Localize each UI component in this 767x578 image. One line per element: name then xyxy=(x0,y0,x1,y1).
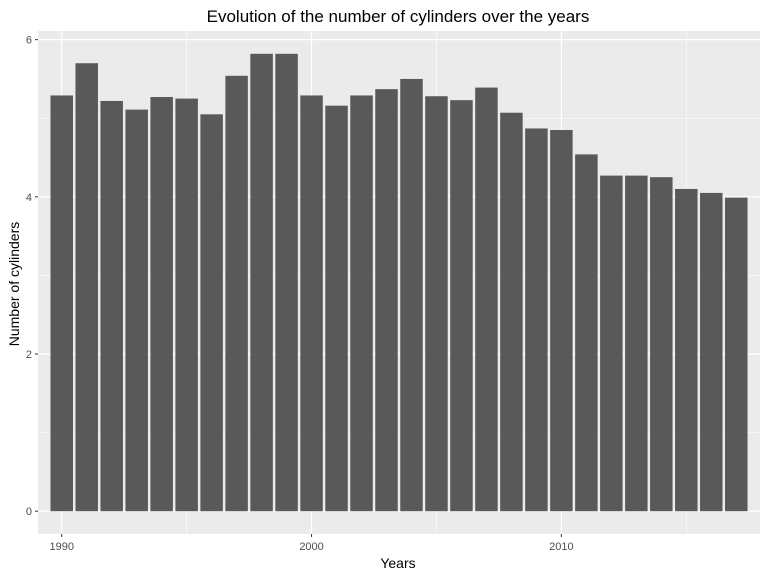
bar xyxy=(450,100,473,512)
bar xyxy=(650,177,673,512)
bar xyxy=(500,112,523,512)
bar xyxy=(700,192,723,512)
x-tick-label: 1990 xyxy=(49,541,73,553)
bar xyxy=(300,95,323,512)
chart-title: Evolution of the number of cylinders ove… xyxy=(207,7,590,26)
bar xyxy=(275,53,298,512)
y-tick-label: 4 xyxy=(26,192,32,204)
bar xyxy=(425,96,448,512)
bar xyxy=(625,175,648,512)
bars xyxy=(50,53,748,512)
y-tick-label: 2 xyxy=(26,349,32,361)
y-axis-title: Number of cylinders xyxy=(6,222,22,347)
y-tick-label: 0 xyxy=(26,506,32,518)
bar xyxy=(375,89,398,512)
bar xyxy=(575,154,598,512)
bar xyxy=(600,175,623,512)
bar xyxy=(200,114,223,512)
bar xyxy=(125,109,148,512)
bar xyxy=(150,97,173,512)
bar xyxy=(75,63,98,512)
bar xyxy=(400,78,423,512)
bar xyxy=(475,87,498,512)
bar xyxy=(100,100,123,512)
bar xyxy=(325,105,348,512)
bar xyxy=(350,95,373,512)
bar xyxy=(525,128,548,512)
bar xyxy=(175,98,198,512)
x-tick-label: 2010 xyxy=(549,541,573,553)
bar xyxy=(550,130,573,512)
bar xyxy=(50,95,73,512)
bar xyxy=(725,197,748,512)
axis-ticks: 0 2 4 6 1990 2000 2010 xyxy=(26,35,574,553)
y-tick-label: 6 xyxy=(26,35,32,47)
bar xyxy=(250,53,273,512)
x-tick-label: 2000 xyxy=(299,541,323,553)
bar xyxy=(675,188,698,512)
bar xyxy=(225,75,248,512)
x-axis-title: Years xyxy=(380,555,415,571)
